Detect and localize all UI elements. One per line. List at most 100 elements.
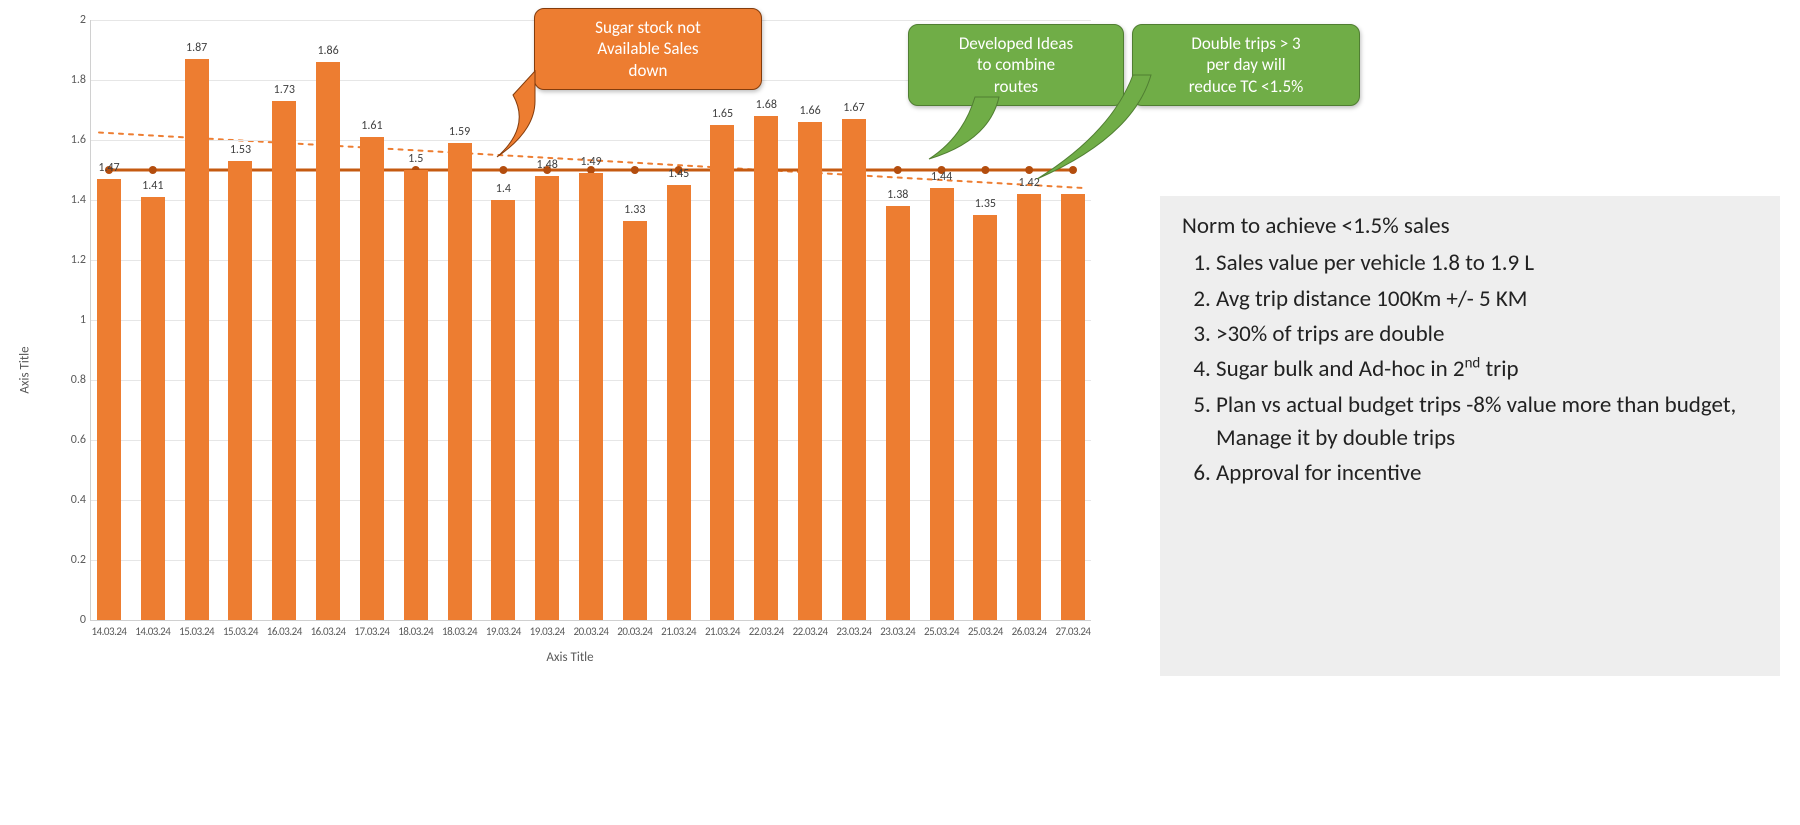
x-category: 14.03.24 xyxy=(135,625,170,638)
y-tick: 0 xyxy=(56,613,86,627)
y-tick: 0.2 xyxy=(56,553,86,567)
x-category: 22.03.24 xyxy=(749,625,784,638)
y-tick: 0.4 xyxy=(56,493,86,507)
x-category: 20.03.24 xyxy=(617,625,652,638)
bar xyxy=(228,161,252,620)
x-category: 23.03.24 xyxy=(836,625,871,638)
bar xyxy=(623,221,647,620)
x-category: 16.03.24 xyxy=(311,625,346,638)
bar-label: 1.35 xyxy=(963,197,1007,211)
x-category: 26.03.24 xyxy=(1012,625,1047,638)
y-axis-title: Axis Title xyxy=(18,346,33,393)
bar-label: 1.53 xyxy=(218,143,262,157)
bar-label: 1.38 xyxy=(876,188,920,202)
panel-heading: Norm to achieve <1.5% sales xyxy=(1182,210,1758,243)
panel-item: Sugar bulk and Ad-hoc in 2nd trip xyxy=(1216,353,1758,386)
bar xyxy=(798,122,822,620)
x-category: 25.03.24 xyxy=(924,625,959,638)
y-tick: 1.4 xyxy=(56,193,86,207)
x-category: 27.03.24 xyxy=(1055,625,1090,638)
x-category: 23.03.24 xyxy=(880,625,915,638)
y-tick: 2 xyxy=(56,13,86,27)
bar-label: 1.47 xyxy=(87,161,131,175)
bar xyxy=(754,116,778,620)
x-category: 14.03.24 xyxy=(91,625,126,638)
bar xyxy=(272,101,296,620)
callout-double-trips: Double trips > 3 per day will reduce TC … xyxy=(1132,24,1360,106)
y-tick: 1 xyxy=(56,313,86,327)
y-tick: 0.6 xyxy=(56,433,86,447)
plot-area: 00.20.40.60.811.21.41.61.821.4714.03.241… xyxy=(90,20,1091,621)
bar xyxy=(579,173,603,620)
callout-sugar-stock: Sugar stock not Available Sales down xyxy=(534,8,762,90)
x-category: 19.03.24 xyxy=(530,625,565,638)
bar-label: 1.87 xyxy=(175,41,219,55)
callout-combine-routes: Developed Ideas to combine routes xyxy=(908,24,1124,106)
callout-line: per day will xyxy=(1206,54,1285,75)
bar xyxy=(97,179,121,620)
bar xyxy=(141,197,165,620)
bar xyxy=(842,119,866,620)
bar-label: 1.42 xyxy=(1007,176,1051,190)
x-category: 15.03.24 xyxy=(223,625,258,638)
callout-line: reduce TC <1.5% xyxy=(1189,76,1304,97)
bar-label: 1.5 xyxy=(394,152,438,166)
bar xyxy=(930,188,954,620)
y-tick: 1.2 xyxy=(56,253,86,267)
bar-label: 1.86 xyxy=(306,44,350,58)
bar xyxy=(448,143,472,620)
callout-line: down xyxy=(629,60,668,81)
callout-tail-icon xyxy=(955,97,1015,167)
bar-label: 1.44 xyxy=(920,170,964,184)
x-category: 21.03.24 xyxy=(705,625,740,638)
callout-line: Developed Ideas xyxy=(959,33,1073,54)
callout-line: to combine xyxy=(977,54,1055,75)
bar-label: 1.59 xyxy=(438,125,482,139)
panel-list: Sales value per vehicle 1.8 to 1.9 LAvg … xyxy=(1190,247,1758,490)
x-category: 21.03.24 xyxy=(661,625,696,638)
bar xyxy=(710,125,734,620)
callout-line: Double trips > 3 xyxy=(1191,33,1300,54)
x-category: 17.03.24 xyxy=(354,625,389,638)
bar-label: 1.4 xyxy=(481,182,525,196)
bar-label: 1.65 xyxy=(700,107,744,121)
bar xyxy=(404,170,428,620)
panel-item: Approval for incentive xyxy=(1216,457,1758,490)
panel-item: Sales value per vehicle 1.8 to 1.9 L xyxy=(1216,247,1758,280)
callout-tail-icon xyxy=(1093,75,1163,185)
panel-item: Plan vs actual budget trips -8% value mo… xyxy=(1216,389,1758,456)
bar xyxy=(973,215,997,620)
x-category: 20.03.24 xyxy=(573,625,608,638)
bar xyxy=(316,62,340,620)
y-tick: 1.8 xyxy=(56,73,86,87)
bar xyxy=(185,59,209,620)
callout-tail-icon xyxy=(503,71,553,161)
bar xyxy=(535,176,559,620)
bar xyxy=(886,206,910,620)
x-category: 18.03.24 xyxy=(442,625,477,638)
bar xyxy=(1061,194,1085,620)
stage: Axis Title 00.20.40.60.811.21.41.61.821.… xyxy=(0,0,1800,825)
x-category: 19.03.24 xyxy=(486,625,521,638)
bar xyxy=(491,200,515,620)
bar-label: 1.66 xyxy=(788,104,832,118)
chart: Axis Title 00.20.40.60.811.21.41.61.821.… xyxy=(50,10,1090,730)
bar-label: 1.73 xyxy=(262,83,306,97)
bar-label: 1.49 xyxy=(569,155,613,169)
norms-panel: Norm to achieve <1.5% sales Sales value … xyxy=(1160,196,1780,676)
x-category: 15.03.24 xyxy=(179,625,214,638)
bar-label: 1.67 xyxy=(832,101,876,115)
callout-line: routes xyxy=(994,76,1038,97)
bar xyxy=(667,185,691,620)
x-axis-title: Axis Title xyxy=(50,650,1090,778)
bar-label: 1.61 xyxy=(350,119,394,133)
x-category: 22.03.24 xyxy=(793,625,828,638)
panel-item: >30% of trips are double xyxy=(1216,318,1758,351)
x-category: 25.03.24 xyxy=(968,625,1003,638)
bar xyxy=(1017,194,1041,620)
bar-label: 1.45 xyxy=(657,167,701,181)
bar-label: 1.41 xyxy=(131,179,175,193)
callout-line: Available Sales xyxy=(597,38,698,59)
y-tick: 0.8 xyxy=(56,373,86,387)
x-category: 18.03.24 xyxy=(398,625,433,638)
